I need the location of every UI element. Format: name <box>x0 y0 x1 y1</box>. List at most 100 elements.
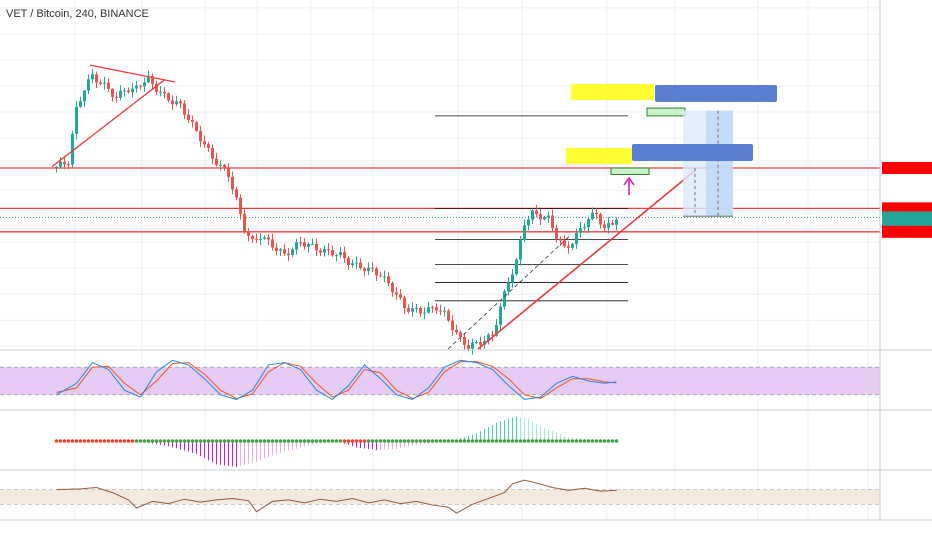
ttm-squeeze-dot <box>110 439 115 443</box>
candle-body <box>171 100 174 105</box>
ttm-squeeze-dot <box>574 439 579 443</box>
ttm-squeeze-dot <box>534 439 539 443</box>
ttm-squeeze-dot <box>214 439 219 443</box>
candle-body <box>559 238 562 241</box>
candle-body <box>203 141 206 145</box>
candle-body <box>583 227 586 229</box>
ttm-squeeze-dot <box>290 439 295 443</box>
candle-body <box>299 242 302 244</box>
candle-body <box>403 297 406 309</box>
ttm-squeeze-dot <box>542 439 547 443</box>
ttm-squeeze-dot <box>306 439 311 443</box>
candle-body <box>587 219 590 228</box>
stoch-band <box>0 367 880 395</box>
ttm-squeeze-dot <box>142 439 147 443</box>
candle-body <box>399 294 402 298</box>
candle-body <box>495 324 498 336</box>
ttm-squeeze-dot <box>602 439 607 443</box>
first-target-label-bg <box>566 148 632 164</box>
candle-body <box>323 248 326 253</box>
candle-body <box>263 237 266 239</box>
stoch-d-line <box>56 361 617 400</box>
ttm-squeeze-dot <box>410 439 415 443</box>
ttm-squeeze-dot <box>222 439 227 443</box>
ttm-squeeze-dot <box>238 439 243 443</box>
ttm-squeeze-dot <box>198 439 203 443</box>
candle-body <box>123 90 126 92</box>
ttm-squeeze-dot <box>234 439 239 443</box>
candlesticks <box>55 68 618 355</box>
candle-body <box>311 243 314 245</box>
up-arrow-head <box>623 176 635 186</box>
ttm-squeeze-dot <box>78 439 83 443</box>
ttm-squeeze-dot <box>322 439 327 443</box>
candle-body <box>443 310 446 312</box>
candle-body <box>423 312 426 314</box>
candle-body <box>59 161 62 167</box>
candle-body <box>579 228 582 233</box>
candle-body <box>87 79 90 91</box>
candle-body <box>163 91 166 94</box>
candle-body <box>231 176 234 190</box>
candle-body <box>375 268 378 276</box>
ttm-squeeze-dot <box>150 439 155 443</box>
candle-body <box>511 274 514 283</box>
chart-title: VET / Bitcoin, 240, BINANCE <box>6 8 149 20</box>
ttm-squeeze-dot <box>326 439 331 443</box>
candle-body <box>83 90 86 102</box>
ttm-squeeze-dot <box>98 439 103 443</box>
ttm-squeeze-dot <box>350 439 355 443</box>
ttm-squeeze-dot <box>190 439 195 443</box>
ttm-squeeze-dot <box>374 439 379 443</box>
candle-body <box>447 310 450 321</box>
ttm-squeeze-dot <box>606 439 611 443</box>
candle-body <box>91 74 94 80</box>
candle-body <box>387 276 390 284</box>
candle-body <box>155 83 158 92</box>
ttm-squeeze-dot <box>282 439 287 443</box>
ttm-squeeze-dot <box>194 439 199 443</box>
stoch-k-line <box>56 359 617 401</box>
ttm-squeeze-dot <box>286 439 291 443</box>
ttm-squeeze-dot <box>254 439 259 443</box>
ttm-squeeze-dot <box>490 439 495 443</box>
candle-body <box>151 76 154 84</box>
ttm-squeeze-dot <box>346 439 351 443</box>
candle-body <box>451 320 454 331</box>
candle-body <box>127 90 130 93</box>
ttm-squeeze-dot <box>66 439 71 443</box>
candle-body <box>63 161 66 165</box>
ttm-squeeze-dot <box>118 439 123 443</box>
ttm-squeeze-dot <box>522 439 527 443</box>
ttm-squeeze-dot <box>378 439 383 443</box>
ttm-squeeze-dot <box>550 439 555 443</box>
candle-body <box>111 88 114 97</box>
second-target-box <box>646 107 686 117</box>
ttm-squeeze-dot <box>218 439 223 443</box>
ttm-squeeze-dot <box>418 439 423 443</box>
ttm-squeeze-dot <box>302 439 307 443</box>
candle-body <box>339 252 342 256</box>
ttm-squeeze-dot <box>570 439 575 443</box>
candle-body <box>415 307 418 309</box>
ttm-squeeze-dot <box>370 439 375 443</box>
candle-body <box>283 249 286 254</box>
candle-body <box>147 76 150 83</box>
candle-body <box>223 164 226 169</box>
candle-body <box>247 232 250 236</box>
candle-body <box>307 243 310 247</box>
candle-body <box>523 225 526 241</box>
ttm-squeeze-dot <box>314 439 319 443</box>
indicator-panes <box>0 359 880 514</box>
ttm-squeeze-dot <box>466 439 471 443</box>
ttm-squeeze-dot <box>538 439 543 443</box>
ttm-squeeze-dot <box>366 439 371 443</box>
candle-body <box>363 268 366 272</box>
ttm-squeeze-dot <box>174 439 179 443</box>
cci-band <box>0 489 880 505</box>
candle-body <box>575 232 578 245</box>
ttm-squeeze-dot <box>526 439 531 443</box>
ttm-squeeze-dot <box>266 439 271 443</box>
ttm-squeeze-dot <box>178 439 183 443</box>
candle-body <box>595 212 598 215</box>
